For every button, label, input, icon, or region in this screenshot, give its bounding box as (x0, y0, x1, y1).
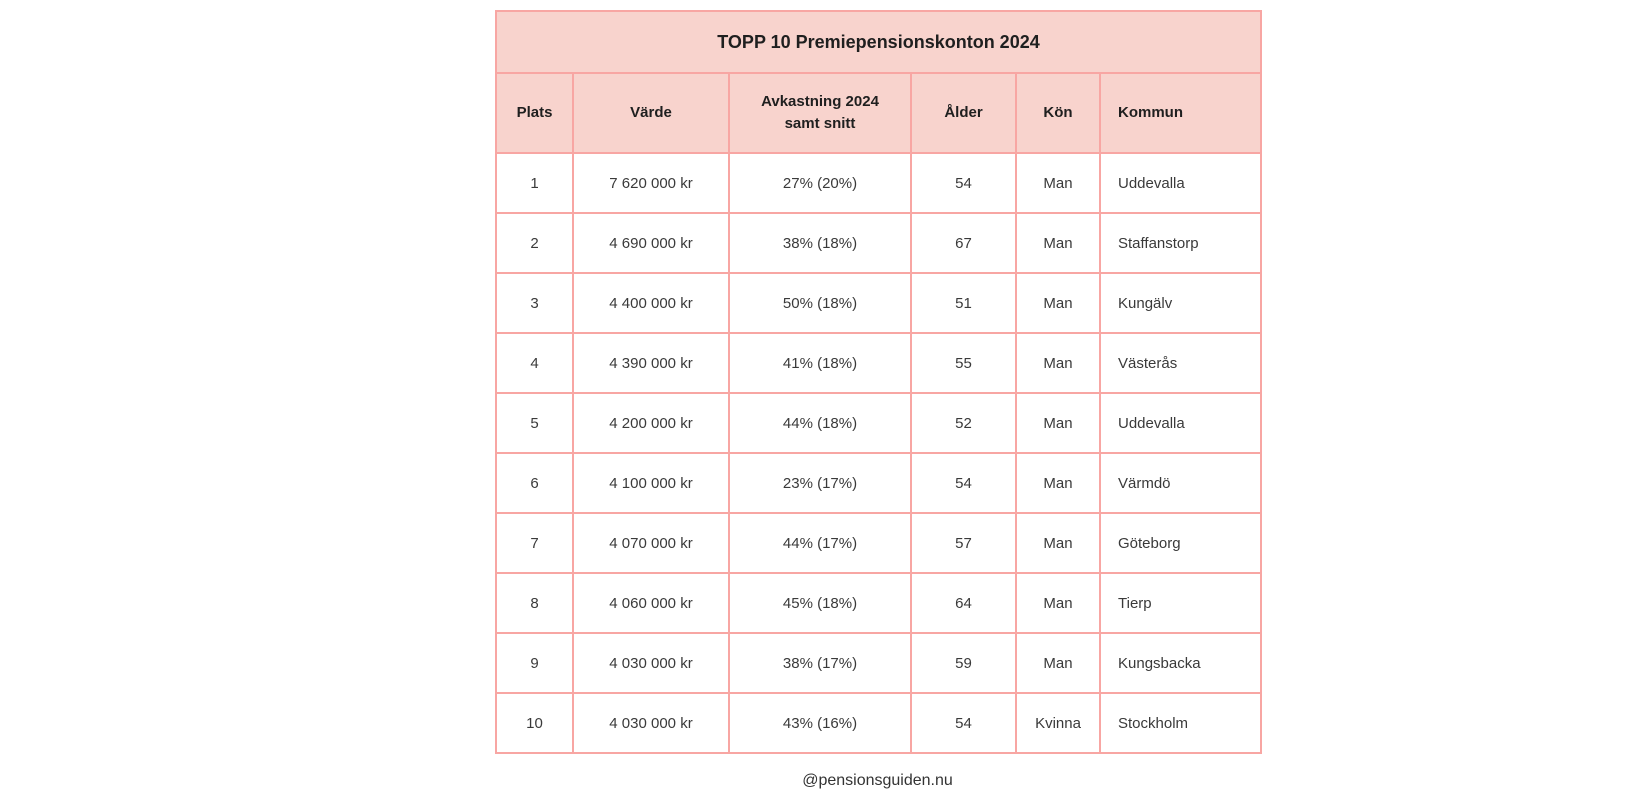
cell-kon: Man (1015, 332, 1101, 394)
table-row: 10 4 030 000 kr 43% (16%) 54 Kvinna Stockholm (495, 692, 1262, 754)
header-row: Plats Värde Avkastning 2024 samt snitt Å… (495, 72, 1262, 154)
cell-avkastning: 38% (17%) (728, 632, 912, 694)
cell-kon: Man (1015, 572, 1101, 634)
cell-varde: 4 030 000 kr (572, 692, 730, 754)
cell-kon: Man (1015, 452, 1101, 514)
cell-kon: Man (1015, 392, 1101, 454)
cell-kon: Man (1015, 632, 1101, 694)
cell-avkastning: 27% (20%) (728, 152, 912, 214)
cell-varde: 7 620 000 kr (572, 152, 730, 214)
cell-alder: 54 (910, 152, 1017, 214)
column-header-kon: Kön (1015, 72, 1101, 154)
cell-kon: Man (1015, 152, 1101, 214)
cell-plats: 3 (495, 272, 574, 334)
column-header-varde: Värde (572, 72, 730, 154)
cell-plats: 2 (495, 212, 574, 274)
cell-varde: 4 400 000 kr (572, 272, 730, 334)
cell-varde: 4 060 000 kr (572, 572, 730, 634)
cell-avkastning: 41% (18%) (728, 332, 912, 394)
cell-varde: 4 390 000 kr (572, 332, 730, 394)
cell-varde: 4 200 000 kr (572, 392, 730, 454)
cell-kon: Man (1015, 212, 1101, 274)
cell-kommun: Göteborg (1099, 512, 1262, 574)
cell-varde: 4 100 000 kr (572, 452, 730, 514)
cell-avkastning: 23% (17%) (728, 452, 912, 514)
cell-plats: 6 (495, 452, 574, 514)
cell-alder: 55 (910, 332, 1017, 394)
cell-alder: 59 (910, 632, 1017, 694)
cell-varde: 4 030 000 kr (572, 632, 730, 694)
cell-kon: Man (1015, 512, 1101, 574)
title-row: TOPP 10 Premiepensionskonton 2024 (495, 10, 1262, 74)
cell-alder: 54 (910, 692, 1017, 754)
cell-kommun: Stockholm (1099, 692, 1262, 754)
cell-kommun: Staffanstorp (1099, 212, 1262, 274)
column-header-avkastning: Avkastning 2024 samt snitt (728, 72, 912, 154)
cell-avkastning: 44% (18%) (728, 392, 912, 454)
cell-alder: 67 (910, 212, 1017, 274)
cell-avkastning: 44% (17%) (728, 512, 912, 574)
cell-plats: 7 (495, 512, 574, 574)
cell-kommun: Västerås (1099, 332, 1262, 394)
cell-avkastning: 50% (18%) (728, 272, 912, 334)
cell-plats: 4 (495, 332, 574, 394)
pension-table: TOPP 10 Premiepensionskonton 2024 Plats … (495, 10, 1262, 754)
cell-kommun: Tierp (1099, 572, 1262, 634)
column-header-alder: Ålder (910, 72, 1017, 154)
cell-avkastning: 43% (16%) (728, 692, 912, 754)
cell-kon: Kvinna (1015, 692, 1101, 754)
cell-alder: 52 (910, 392, 1017, 454)
cell-avkastning: 45% (18%) (728, 572, 912, 634)
cell-alder: 57 (910, 512, 1017, 574)
cell-avkastning: 38% (18%) (728, 212, 912, 274)
cell-kommun: Uddevalla (1099, 152, 1262, 214)
table-title: TOPP 10 Premiepensionskonton 2024 (495, 10, 1262, 74)
cell-plats: 8 (495, 572, 574, 634)
cell-kommun: Uddevalla (1099, 392, 1262, 454)
cell-kon: Man (1015, 272, 1101, 334)
cell-plats: 1 (495, 152, 574, 214)
cell-alder: 54 (910, 452, 1017, 514)
cell-kommun: Kungsbacka (1099, 632, 1262, 694)
column-header-kommun: Kommun (1099, 72, 1262, 154)
cell-plats: 10 (495, 692, 574, 754)
cell-plats: 9 (495, 632, 574, 694)
column-header-plats: Plats (495, 72, 574, 154)
cell-alder: 51 (910, 272, 1017, 334)
cell-alder: 64 (910, 572, 1017, 634)
cell-varde: 4 690 000 kr (572, 212, 730, 274)
cell-plats: 5 (495, 392, 574, 454)
cell-kommun: Värmdö (1099, 452, 1262, 514)
footer-credit: @pensionsguiden.nu (802, 772, 953, 789)
cell-kommun: Kungälv (1099, 272, 1262, 334)
cell-varde: 4 070 000 kr (572, 512, 730, 574)
